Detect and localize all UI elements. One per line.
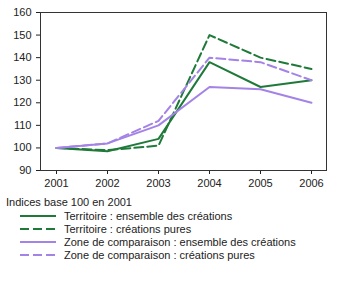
svg-text:2004: 2004 [197, 177, 221, 189]
svg-text:160: 160 [13, 6, 31, 18]
svg-text:2001: 2001 [44, 177, 68, 189]
svg-text:100: 100 [13, 141, 31, 153]
svg-text:120: 120 [13, 96, 31, 108]
svg-text:2002: 2002 [95, 177, 119, 189]
svg-text:2006: 2006 [299, 177, 323, 189]
svg-text:90: 90 [19, 164, 31, 176]
html-text:Zone de comparaison : création: Zone de comparaison : créations pures [64, 249, 255, 261]
html-text:Territoire : créations pures: Territoire : créations pures [64, 223, 192, 235]
svg-text:150: 150 [13, 29, 31, 41]
svg-text:2003: 2003 [146, 177, 170, 189]
svg-text:110: 110 [14, 119, 32, 131]
html-text:Zone de comparaison : ensemble: Zone de comparaison : ensemble des créat… [64, 236, 296, 248]
svg-text:2005: 2005 [248, 177, 272, 189]
svg-text:140: 140 [13, 51, 31, 63]
svg-text:130: 130 [13, 74, 31, 86]
html-text:Territoire : ensemble des créa: Territoire : ensemble des créations [64, 210, 233, 222]
html-text:Indices base 100 en 2001: Indices base 100 en 2001 [6, 196, 132, 208]
